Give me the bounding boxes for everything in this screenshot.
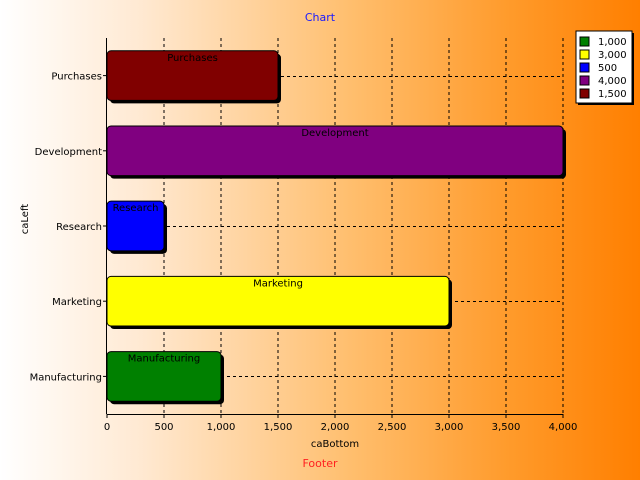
x-tick-label: 3,500 bbox=[492, 422, 521, 433]
bar-label: Marketing bbox=[253, 278, 303, 289]
x-tick-label: 0 bbox=[104, 422, 110, 433]
x-tick-label: 2,000 bbox=[321, 422, 350, 433]
y-tick-label: Manufacturing bbox=[30, 372, 102, 383]
legend-swatch bbox=[579, 36, 590, 47]
bar-label: Development bbox=[301, 128, 368, 139]
bar-research bbox=[106, 200, 165, 252]
legend-swatch bbox=[579, 49, 590, 60]
legend-entry: 500 bbox=[598, 63, 617, 74]
x-tick-label: 3,000 bbox=[435, 422, 464, 433]
x-tick-label: 1,500 bbox=[264, 422, 293, 433]
legend-entry: 1,000 bbox=[598, 37, 627, 48]
bar-label: Manufacturing bbox=[128, 354, 200, 365]
chart-footer: Footer bbox=[303, 457, 338, 470]
legend-entry: 4,000 bbox=[598, 76, 627, 87]
chart-title: Chart bbox=[305, 11, 336, 24]
bars: Manufacturing Marketing Research Developmen… bbox=[106, 50, 566, 405]
bar-manufacturing bbox=[106, 351, 222, 402]
y-tick-label: Research bbox=[56, 222, 102, 233]
x-tick-label: 4,000 bbox=[549, 422, 578, 433]
bar-label: Research bbox=[113, 203, 159, 214]
y-tick-label: Marketing bbox=[52, 297, 102, 308]
x-axis-title: caBottom bbox=[311, 439, 359, 450]
y-tick-label: Purchases bbox=[51, 72, 102, 83]
axes: 0 500 1,000 1,500 2,000 2,500 3,000 3,500 4,000 M… bbox=[30, 38, 578, 433]
bar-purchases bbox=[106, 50, 279, 101]
legend: 1,000 3,000 500 4,000 1,500 bbox=[575, 30, 634, 105]
bar-label: Purchases bbox=[167, 53, 218, 64]
y-axis-title: caLeft bbox=[20, 204, 31, 235]
legend-entry: 1,500 bbox=[598, 89, 627, 100]
legend-swatch bbox=[579, 75, 590, 86]
bar-marketing bbox=[106, 275, 450, 327]
legend-swatch bbox=[579, 62, 590, 73]
x-tick-label: 500 bbox=[154, 422, 173, 433]
x-tick-label: 1,000 bbox=[207, 422, 236, 433]
y-tick-label: Development bbox=[35, 147, 102, 158]
legend-entry: 3,000 bbox=[598, 50, 627, 61]
legend-swatch bbox=[579, 88, 590, 99]
x-tick-label: 2,500 bbox=[378, 422, 407, 433]
bar-development bbox=[106, 125, 564, 177]
